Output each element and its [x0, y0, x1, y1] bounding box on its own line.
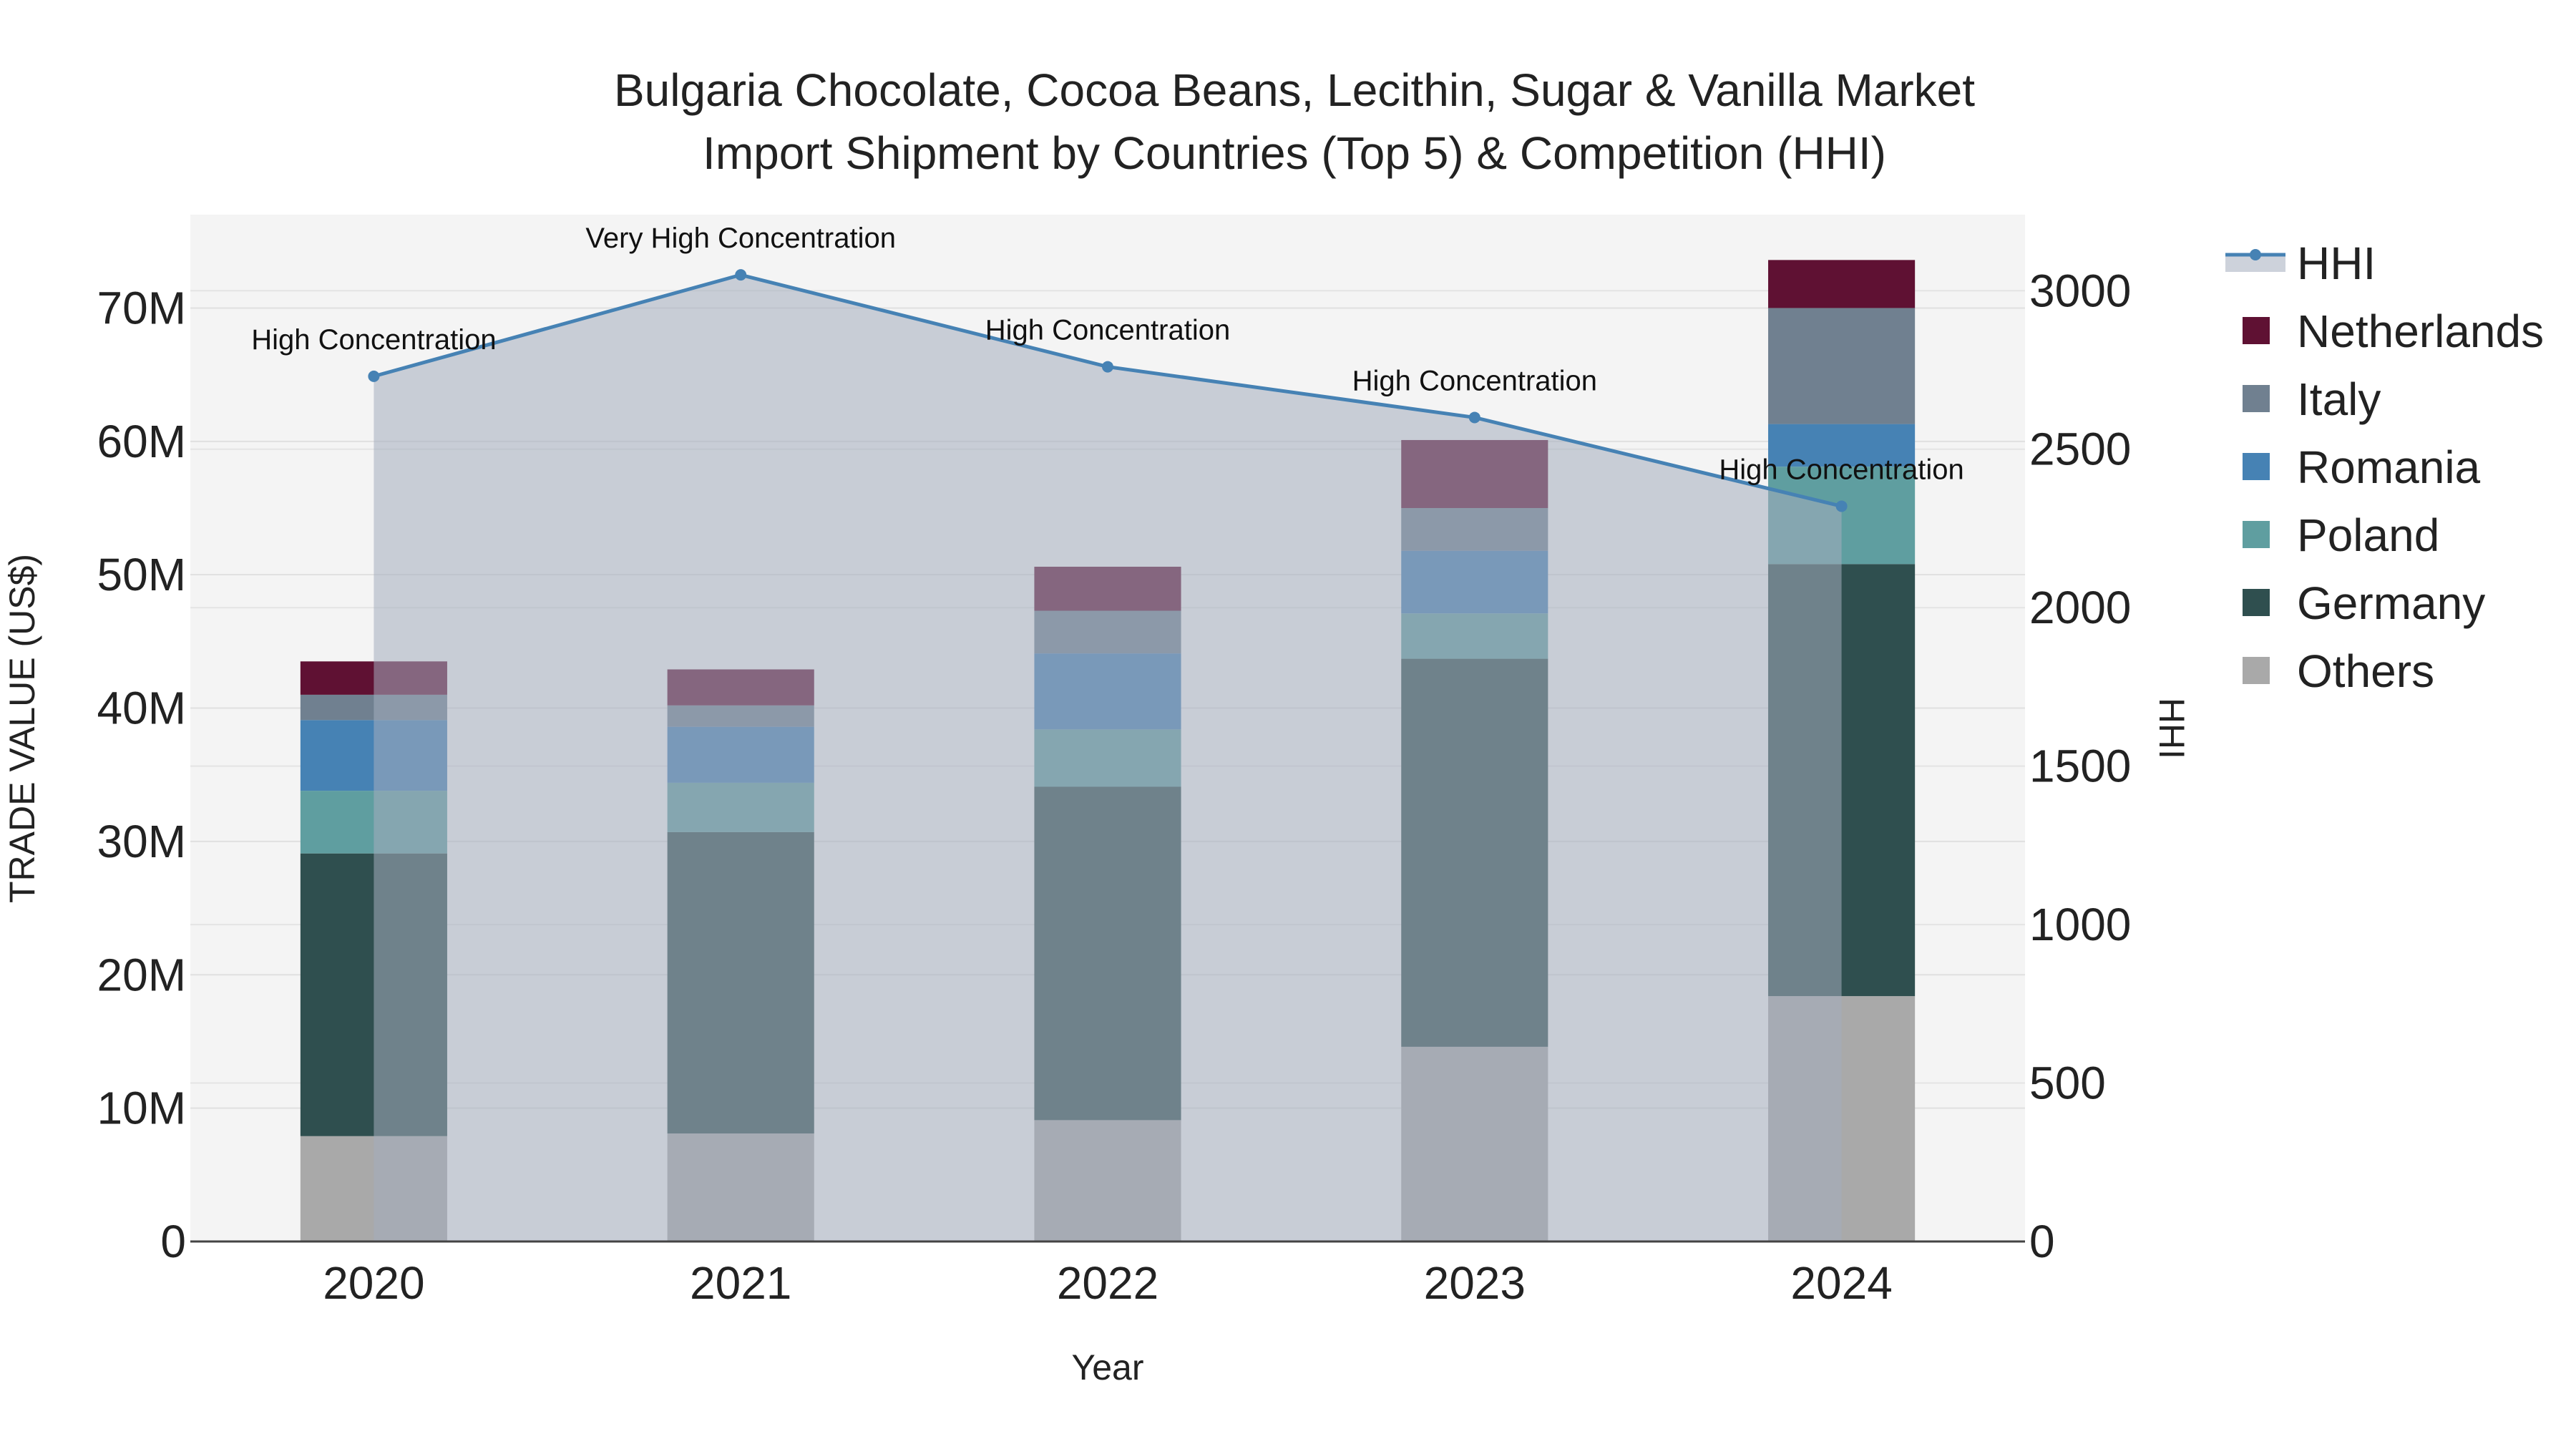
legend-label: HHI — [2297, 238, 2376, 289]
y-tick-label: 0 — [160, 1216, 186, 1267]
y2-tick-label: 2500 — [2029, 424, 2131, 475]
legend-label: Romania — [2297, 441, 2481, 493]
hhi-label-2020: High Concentration — [251, 324, 496, 356]
y2-tick-label: 2000 — [2029, 582, 2131, 633]
hhi-point-2024 — [1835, 500, 1848, 512]
y2-tick-label: 0 — [2029, 1216, 2055, 1267]
legend-label: Others — [2297, 645, 2434, 697]
legend-swatch-hhi-marker — [2250, 249, 2261, 260]
legend-item-romania[interactable]: Romania — [2243, 441, 2481, 493]
legend-item-italy[interactable]: Italy — [2243, 374, 2381, 425]
legend-label: Poland — [2297, 509, 2439, 561]
x-tick-label-2021: 2021 — [690, 1257, 791, 1309]
y2-tick-label: 500 — [2029, 1058, 2106, 1109]
legend-swatch-romania — [2243, 453, 2270, 480]
hhi-label-2022: High Concentration — [985, 315, 1230, 346]
hhi-series: High Concentration Very High Concentratio… — [251, 223, 1964, 1241]
legend-swatch-poland — [2243, 521, 2270, 548]
y-tick-label: 40M — [97, 683, 187, 734]
legend-label: Netherlands — [2297, 306, 2544, 357]
hhi-point-2020 — [368, 370, 380, 382]
chart-title-line-1: Bulgaria Chocolate, Cocoa Beans, Lecithi… — [614, 64, 1975, 116]
legend-swatch-germany — [2243, 589, 2270, 616]
chart-title-line-2: Import Shipment by Countries (Top 5) & C… — [703, 127, 1886, 179]
legend-swatch-others — [2243, 657, 2270, 684]
y-tick-label: 50M — [97, 549, 187, 600]
bar-italy-2024 — [1768, 308, 1916, 424]
y-axis-title: TRADE VALUE (US$) — [2, 554, 42, 903]
bar-romania-2024 — [1768, 424, 1916, 467]
x-tick-label-2020: 2020 — [323, 1257, 424, 1309]
y2-tick-label: 3000 — [2029, 265, 2131, 316]
legend: HHI Netherlands Italy Romania Poland Germany O… — [2225, 238, 2544, 697]
x-axis-title: Year — [1071, 1347, 1143, 1387]
legend-item-hhi[interactable]: HHI — [2225, 238, 2376, 289]
legend-item-germany[interactable]: Germany — [2243, 577, 2485, 629]
legend-label: Italy — [2297, 374, 2381, 425]
x-axis-ticks: 2020 2021 2022 2023 2024 — [323, 1257, 1893, 1309]
y-axis-ticks: 0 10M 20M 30M 40M 50M 60M 70M — [97, 282, 187, 1267]
legend-item-netherlands[interactable]: Netherlands — [2243, 306, 2544, 357]
hhi-label-2024: High Concentration — [1719, 454, 1963, 485]
y2-tick-label: 1000 — [2029, 899, 2131, 950]
hhi-point-2021 — [735, 269, 747, 281]
y-tick-label: 30M — [97, 816, 187, 867]
y-tick-label: 70M — [97, 282, 187, 333]
hhi-area — [374, 275, 1842, 1241]
y2-axis-title: HHI — [2152, 698, 2192, 759]
hhi-label-2023: High Concentration — [1352, 365, 1597, 396]
x-tick-label-2024: 2024 — [1790, 1257, 1892, 1309]
x-tick-label-2022: 2022 — [1057, 1257, 1158, 1309]
y-tick-label: 10M — [97, 1083, 187, 1134]
y2-axis-ticks: 0 500 1000 1500 2000 2500 3000 — [2029, 265, 2131, 1267]
legend-swatch-italy — [2243, 385, 2270, 412]
legend-label: Germany — [2297, 577, 2485, 629]
x-tick-label-2023: 2023 — [1424, 1257, 1526, 1309]
legend-item-poland[interactable]: Poland — [2243, 509, 2439, 561]
hhi-label-2021: Very High Concentration — [585, 223, 896, 254]
y2-tick-label: 1500 — [2029, 741, 2131, 792]
hhi-point-2022 — [1102, 361, 1113, 373]
bar-netherlands-2024 — [1768, 260, 1916, 308]
y-tick-label: 60M — [97, 416, 187, 467]
hhi-point-2023 — [1468, 411, 1480, 424]
legend-item-others[interactable]: Others — [2243, 645, 2434, 697]
y-tick-label: 20M — [97, 949, 187, 1000]
legend-swatch-netherlands — [2243, 317, 2270, 344]
